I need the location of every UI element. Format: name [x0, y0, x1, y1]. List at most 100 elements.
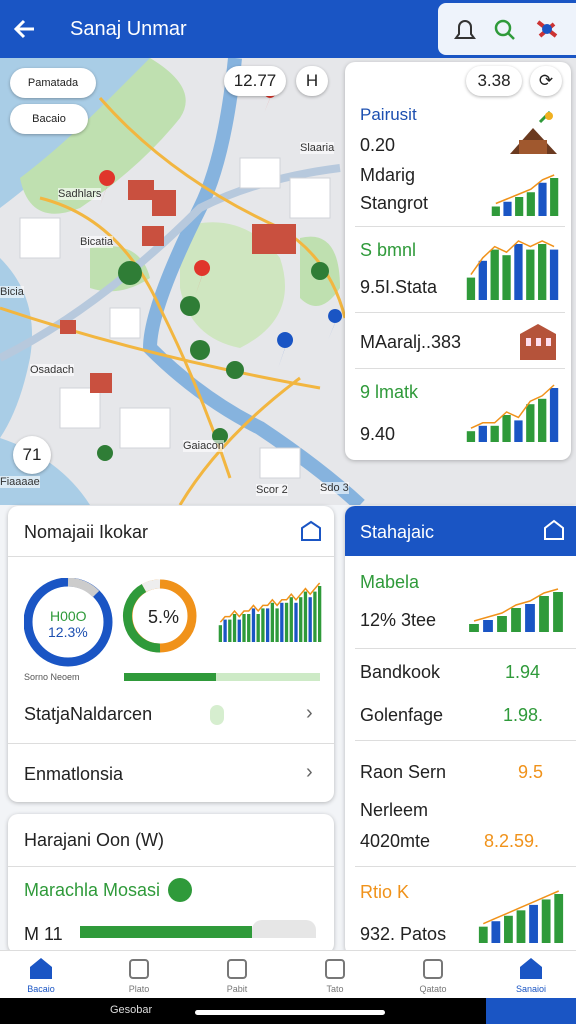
bar: [525, 604, 535, 632]
bar: [554, 894, 564, 943]
tab-icon: [30, 958, 52, 979]
divider: [355, 226, 565, 227]
toolbar-icons[interactable]: [448, 12, 568, 46]
bar: [232, 614, 237, 642]
map-pill[interactable]: H: [296, 66, 328, 96]
map-pill[interactable]: 3.38: [466, 66, 522, 96]
card-title: Nomajaii Ikokar: [24, 522, 149, 542]
tab-label[interactable]: Sanaioi: [515, 984, 547, 994]
toggle[interactable]: [210, 705, 224, 725]
bar: [251, 608, 256, 642]
shape: [325, 959, 345, 979]
shape: [311, 262, 329, 280]
shape: [423, 959, 443, 979]
shape: [544, 519, 564, 540]
stat-detail: 12% 3tee: [360, 610, 437, 630]
bar: [490, 249, 499, 300]
stat-name: Mabela: [360, 572, 420, 592]
item-image: [510, 110, 557, 154]
bar: [515, 197, 524, 216]
tab-label[interactable]: Plato: [128, 984, 150, 994]
shape: [301, 520, 321, 541]
shape: [59, 387, 101, 429]
bar: [538, 398, 547, 442]
item-title: MAaralj..383: [360, 332, 462, 352]
card-icon[interactable]: [543, 519, 565, 541]
bar: [497, 616, 507, 632]
stat-name: Rtio K: [360, 882, 410, 902]
bar: [538, 182, 547, 216]
shape: [20, 58, 186, 214]
bar: [483, 620, 493, 632]
toolbar: [438, 3, 576, 55]
map-chip[interactable]: Pamatada: [10, 68, 96, 98]
bar: [261, 608, 265, 642]
item-title: 9 lmatk: [360, 382, 419, 402]
shape: [118, 261, 142, 285]
tab-label[interactable]: Tato: [326, 984, 344, 994]
shape: [494, 19, 512, 37]
card-title: Stahajaic: [360, 522, 435, 542]
shape: [141, 579, 161, 593]
bar: [218, 625, 223, 642]
tab-label[interactable]: Qatato: [419, 984, 447, 994]
row-label[interactable]: Enmatlonsia: [24, 764, 124, 784]
shape: [328, 309, 343, 340]
page-title: Sanaj Unmar: [70, 18, 187, 40]
chevron: ›: [306, 761, 313, 783]
item-image: [520, 324, 556, 360]
card-title: Harajani Oon (W): [24, 830, 165, 850]
donut-label: H00O: [50, 608, 87, 624]
map-pill[interactable]: 71: [13, 436, 51, 474]
bar: [242, 614, 246, 642]
stat-value: 1.94: [505, 662, 541, 682]
bar: [289, 597, 293, 642]
card-icon[interactable]: [300, 520, 322, 542]
stat-detail: 932. Patos: [360, 924, 447, 944]
tab-icon: [129, 959, 149, 979]
back-button[interactable]: [12, 16, 38, 42]
bar: [529, 904, 538, 943]
bar: [478, 425, 487, 442]
item-value: Stangrot: [360, 193, 429, 213]
shape: [90, 373, 112, 393]
map-label: Bicia: [0, 286, 24, 298]
mini-chart: [466, 384, 559, 442]
map-chip[interactable]: Bacaio: [10, 104, 88, 134]
refresh-button[interactable]: ⟳: [530, 66, 562, 96]
shape: [123, 584, 161, 653]
shape: [60, 180, 296, 393]
tab-icon: [325, 959, 345, 979]
item-value: 0.20: [360, 135, 396, 155]
badge: [168, 878, 192, 902]
divider: [355, 866, 576, 867]
trend-line: [482, 890, 560, 925]
bar: [526, 192, 535, 216]
map-pill[interactable]: 12.77: [224, 66, 286, 96]
shape: [259, 447, 301, 479]
mini-chart: [478, 890, 564, 943]
shape: [545, 112, 553, 120]
bar: [469, 624, 479, 632]
shape: [542, 24, 552, 34]
map-label: Gaiacon: [183, 440, 224, 452]
divider: [355, 312, 565, 313]
bar: [237, 619, 241, 642]
tab-label[interactable]: Pabit: [226, 984, 248, 994]
row-label[interactable]: StatjaNaldarcen: [24, 704, 153, 724]
bar: [313, 591, 317, 642]
map-label: Fiaaaae: [0, 476, 40, 488]
divider: [355, 368, 565, 369]
chevron: ›: [306, 702, 313, 724]
shape: [519, 140, 547, 154]
trend-line: [495, 174, 555, 205]
bar: [511, 608, 521, 632]
bar: [502, 415, 511, 442]
overview-card: [8, 506, 334, 802]
summary-value: M 11: [24, 924, 63, 944]
tab-icon: [227, 959, 247, 979]
shape: [13, 19, 34, 39]
tab-label[interactable]: Bacaio: [27, 984, 55, 994]
bar: [478, 926, 488, 943]
shape: [252, 224, 296, 254]
